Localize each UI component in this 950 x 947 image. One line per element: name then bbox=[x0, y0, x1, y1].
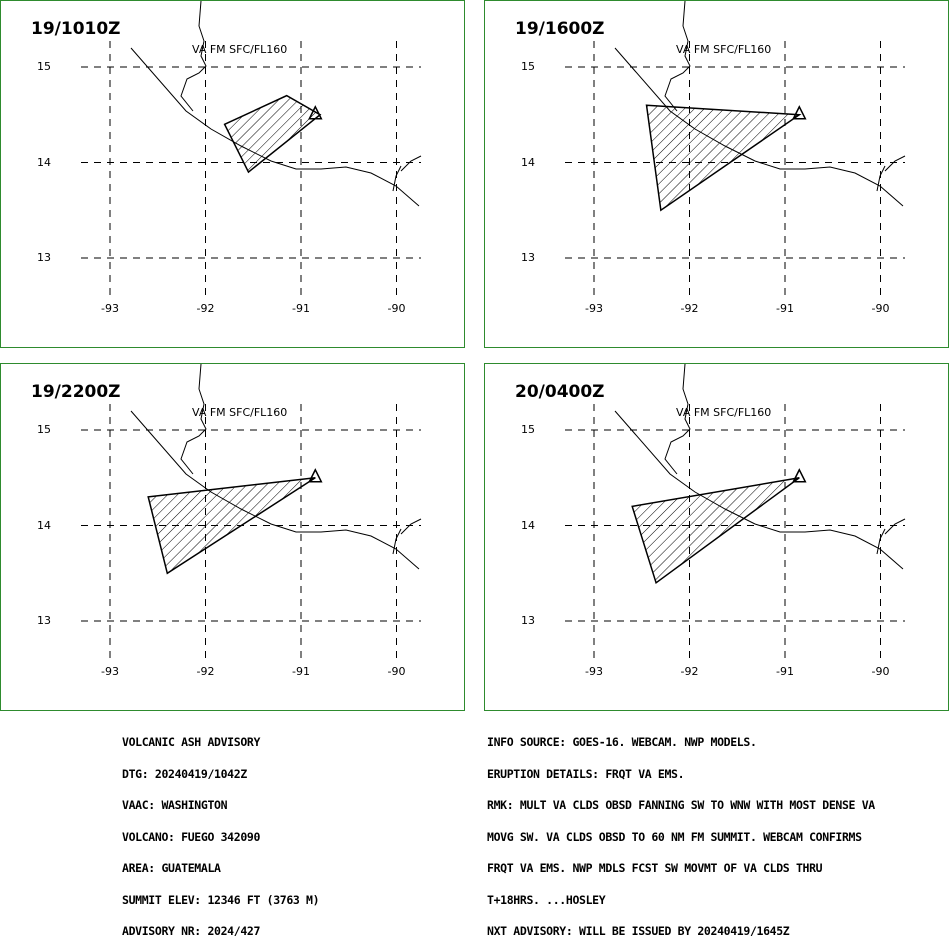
map-panel-3: 19/2200Z VA FM SFC/FL160 15 14 13 -93 -92 -91… bbox=[0, 363, 465, 711]
longitude-label: -90 bbox=[387, 665, 406, 678]
volcano-triangle-icon bbox=[792, 468, 807, 483]
coastline bbox=[614, 410, 904, 570]
map-canvas-1 bbox=[81, 1, 422, 297]
map-panel-1: 19/1010Z VA FM SFC/FL160 15 14 13 -93 -92 -91… bbox=[0, 0, 465, 348]
latitude-label: 15 bbox=[37, 423, 51, 436]
advisory-summit: SUMMIT ELEV: 12346 FT (3763 M) bbox=[122, 892, 320, 907]
panel-level-label: VA FM SFC/FL160 bbox=[192, 406, 288, 419]
longitude-label: -90 bbox=[871, 302, 890, 315]
ash-cloud-polygon bbox=[631, 477, 800, 585]
panel-level-label: VA FM SFC/FL160 bbox=[676, 43, 772, 56]
longitude-label: -93 bbox=[101, 665, 119, 678]
border-line bbox=[664, 364, 691, 475]
panel-time-label: 19/1010Z bbox=[31, 19, 121, 39]
ash-cloud-polygon bbox=[223, 94, 322, 174]
advisory-volcano: VOLCANO: FUEGO 342090 bbox=[122, 829, 261, 844]
longitude-label: -93 bbox=[585, 665, 603, 678]
longitude-label: -93 bbox=[101, 302, 119, 315]
latitude-label: 13 bbox=[521, 251, 535, 264]
map-panel-4: 20/0400Z VA FM SFC/FL160 15 14 13 -93 -92 -91… bbox=[484, 363, 949, 711]
advisory-area: AREA: GUATEMALA bbox=[122, 861, 221, 875]
border-line bbox=[392, 528, 402, 555]
advisory-vaac: VAAC: WASHINGTON bbox=[122, 798, 228, 812]
border-line bbox=[884, 155, 906, 172]
longitude-label: -91 bbox=[776, 665, 794, 678]
map-canvas-4 bbox=[565, 364, 906, 660]
remarks-line: RMK: MULT VA CLDS OBSD FANNING SW TO WNW… bbox=[487, 798, 875, 812]
volcano-triangle-icon bbox=[308, 105, 323, 120]
latitude-label: 15 bbox=[521, 423, 535, 436]
longitude-label: -93 bbox=[585, 302, 603, 315]
longitude-label: -90 bbox=[871, 665, 890, 678]
panel-level-label: VA FM SFC/FL160 bbox=[192, 43, 288, 56]
latitude-label: 14 bbox=[521, 155, 535, 169]
border-line bbox=[400, 155, 422, 172]
longitude-label: -91 bbox=[292, 665, 310, 678]
advisory-title: VOLCANIC ASH ADVISORY bbox=[122, 735, 261, 749]
panel-level-label: VA FM SFC/FL160 bbox=[676, 406, 772, 419]
border-line bbox=[400, 518, 422, 535]
latitude-label: 13 bbox=[521, 614, 535, 627]
map-canvas-2 bbox=[565, 1, 906, 297]
panel-time-label: 20/0400Z bbox=[515, 382, 605, 402]
remarks-line: T+18HRS. ...HOSLEY bbox=[487, 892, 606, 907]
latitude-label: 15 bbox=[37, 60, 51, 73]
remarks-line: MOVG SW. VA CLDS OBSD TO 60 NM FM SUMMIT… bbox=[487, 829, 862, 844]
eruption-details: ERUPTION DETAILS: FRQT VA EMS. bbox=[487, 766, 685, 781]
latitude-label: 14 bbox=[521, 518, 535, 532]
volcano-triangle-icon bbox=[792, 105, 807, 120]
latitude-label: 14 bbox=[37, 518, 51, 532]
border-line bbox=[876, 165, 886, 192]
longitude-label: -91 bbox=[776, 302, 794, 315]
advisory-dtg: DTG: 20240419/1042Z bbox=[122, 766, 247, 781]
longitude-label: -92 bbox=[196, 665, 215, 678]
map-canvas-3 bbox=[81, 364, 422, 660]
border-line bbox=[884, 518, 906, 535]
longitude-label: -92 bbox=[196, 302, 215, 315]
info-source: INFO SOURCE: GOES-16. WEBCAM. NWP MODELS… bbox=[487, 735, 757, 749]
advisory-number: ADVISORY NR: 2024/427 bbox=[122, 924, 261, 938]
longitude-label: -90 bbox=[387, 302, 406, 315]
next-advisory: NXT ADVISORY: WILL BE ISSUED BY 20240419… bbox=[487, 924, 790, 938]
advisory-details-block: INFO SOURCE: GOES-16. WEBCAM. NWP MODELS… bbox=[487, 716, 875, 947]
longitude-label: -92 bbox=[680, 665, 699, 678]
coastline bbox=[130, 410, 420, 570]
latitude-label: 15 bbox=[521, 60, 535, 73]
panel-time-label: 19/1600Z bbox=[515, 19, 605, 39]
border-line bbox=[392, 165, 402, 192]
coastline bbox=[130, 47, 420, 207]
volcano-triangle-icon bbox=[308, 468, 323, 483]
longitude-label: -91 bbox=[292, 302, 310, 315]
map-panel-2: 19/1600Z VA FM SFC/FL160 15 14 13 -93 -92 -91… bbox=[484, 0, 949, 348]
latitude-label: 13 bbox=[37, 251, 51, 264]
advisory-header-block: VOLCANIC ASH ADVISORY DTG: 20240419/1042… bbox=[122, 716, 320, 947]
panel-time-label: 19/2200Z bbox=[31, 382, 121, 402]
ash-cloud-polygon bbox=[645, 104, 802, 212]
border-line bbox=[180, 364, 207, 475]
latitude-label: 14 bbox=[37, 155, 51, 169]
ash-cloud-polygon bbox=[147, 477, 316, 575]
border-line bbox=[664, 1, 691, 112]
border-line bbox=[876, 528, 886, 555]
longitude-label: -92 bbox=[680, 302, 699, 315]
remarks-line: FRQT VA EMS. NWP MDLS FCST SW MOVMT OF V… bbox=[487, 861, 823, 875]
border-line bbox=[180, 1, 207, 112]
latitude-label: 13 bbox=[37, 614, 51, 627]
